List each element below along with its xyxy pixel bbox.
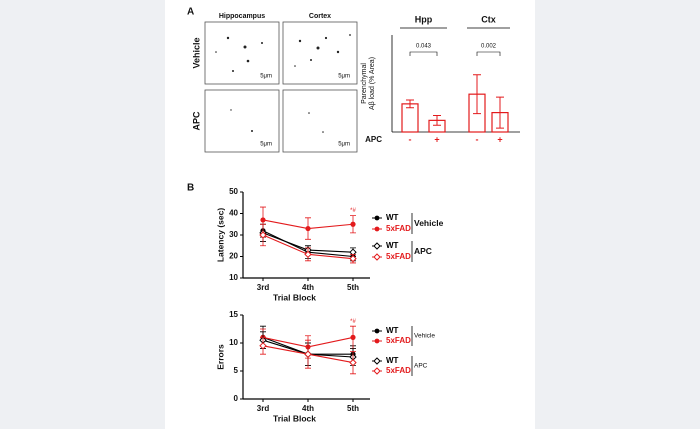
error-bar xyxy=(473,74,481,115)
panel-label: B xyxy=(187,183,194,194)
x-tick-label: 4th xyxy=(302,404,314,413)
x-axis-label: APC xyxy=(365,135,382,144)
scale-bars: 5μm 5μm 5μm 5μm xyxy=(260,74,350,148)
legend-label: WT xyxy=(386,241,399,250)
legend-marker xyxy=(373,253,381,261)
annotation: *# xyxy=(350,208,356,214)
y-tick-label: 5 xyxy=(234,366,239,375)
y-axis-label: Errors xyxy=(215,344,225,370)
x-axis-label: Trial Block xyxy=(273,413,316,423)
scale-bar-label: 5μm xyxy=(260,74,272,80)
micrographs xyxy=(204,21,358,153)
p-value: 0.043 xyxy=(416,44,432,50)
y-axis-label: Aβ load (% Area) xyxy=(369,57,376,110)
x-tick-label: 5th xyxy=(347,283,359,292)
x-tick-label: 3rd xyxy=(257,283,270,292)
y-tick-label: 50 xyxy=(229,187,238,196)
legend-label: 5xFAD xyxy=(386,252,411,261)
scale-bar-label: 5μm xyxy=(338,74,350,80)
legend-marker xyxy=(374,226,380,232)
legend-label: WT xyxy=(386,356,399,365)
group-title: Ctx xyxy=(481,14,496,24)
point xyxy=(350,334,356,340)
x-tick-label: + xyxy=(434,134,439,144)
legend-label: 5xFAD xyxy=(386,336,411,345)
micrograph xyxy=(282,21,358,85)
x-tick-label: + xyxy=(497,134,502,144)
y-axis-label: Parenchymal xyxy=(361,63,368,104)
error-bar xyxy=(406,99,414,109)
x-tick-label: 5th xyxy=(347,404,359,413)
row-label: APC xyxy=(191,111,201,131)
y-tick-label: 10 xyxy=(229,338,238,347)
plaque-dots xyxy=(215,34,351,133)
legend-group: APC xyxy=(414,246,432,256)
x-axis-label: Trial Block xyxy=(273,292,316,302)
y-tick-label: 0 xyxy=(234,394,239,403)
p-value: 0.002 xyxy=(481,44,497,50)
y-tick-label: 15 xyxy=(229,310,238,319)
y-tick-label: 30 xyxy=(229,230,238,239)
point xyxy=(349,358,357,367)
legend-label: 5xFAD xyxy=(386,224,411,233)
point xyxy=(304,250,312,259)
scale-bar-label: 5μm xyxy=(338,142,350,148)
micrograph xyxy=(204,89,280,153)
point xyxy=(260,217,266,223)
micrograph xyxy=(282,89,358,153)
group-title: Hpp xyxy=(415,14,433,24)
legend-group: APC xyxy=(414,363,428,370)
y-tick-label: 40 xyxy=(229,209,238,218)
x-tick-label: - xyxy=(409,134,412,144)
legend-group: Vehicle xyxy=(414,218,444,228)
error-bar xyxy=(496,96,504,129)
annotation: *# xyxy=(350,319,356,325)
point xyxy=(305,225,311,232)
legend-marker xyxy=(373,367,381,375)
row-label: Vehicle xyxy=(191,37,201,68)
y-tick-label: 10 xyxy=(229,273,238,282)
y-tick-label: 20 xyxy=(229,252,238,261)
legend-marker xyxy=(373,357,381,365)
point xyxy=(349,254,357,263)
column-label: Hippocampus xyxy=(219,13,265,20)
y-axis-label: Latency (sec) xyxy=(215,208,225,262)
legend-marker xyxy=(374,215,380,221)
point xyxy=(259,231,267,239)
error-bar xyxy=(433,115,441,126)
legend-label: 5xFAD xyxy=(386,366,411,375)
legend-label: WT xyxy=(386,213,399,222)
micrograph xyxy=(204,21,280,85)
legend-label: WT xyxy=(386,326,399,335)
significance-bracket xyxy=(476,51,501,56)
legend-group: Vehicle xyxy=(414,333,435,340)
legend-marker xyxy=(373,242,381,250)
x-tick-label: 3rd xyxy=(257,404,270,413)
legend-marker xyxy=(374,338,380,344)
panel-label: A xyxy=(187,7,194,18)
x-tick-label: 4th xyxy=(302,283,314,292)
point xyxy=(259,342,267,350)
column-label: Cortex xyxy=(309,13,331,20)
x-tick-label: - xyxy=(476,134,479,144)
significance-bracket xyxy=(409,51,438,56)
legend-marker xyxy=(374,328,380,334)
point xyxy=(350,221,356,227)
point xyxy=(304,350,312,358)
scale-bar-label: 5μm xyxy=(260,142,272,148)
